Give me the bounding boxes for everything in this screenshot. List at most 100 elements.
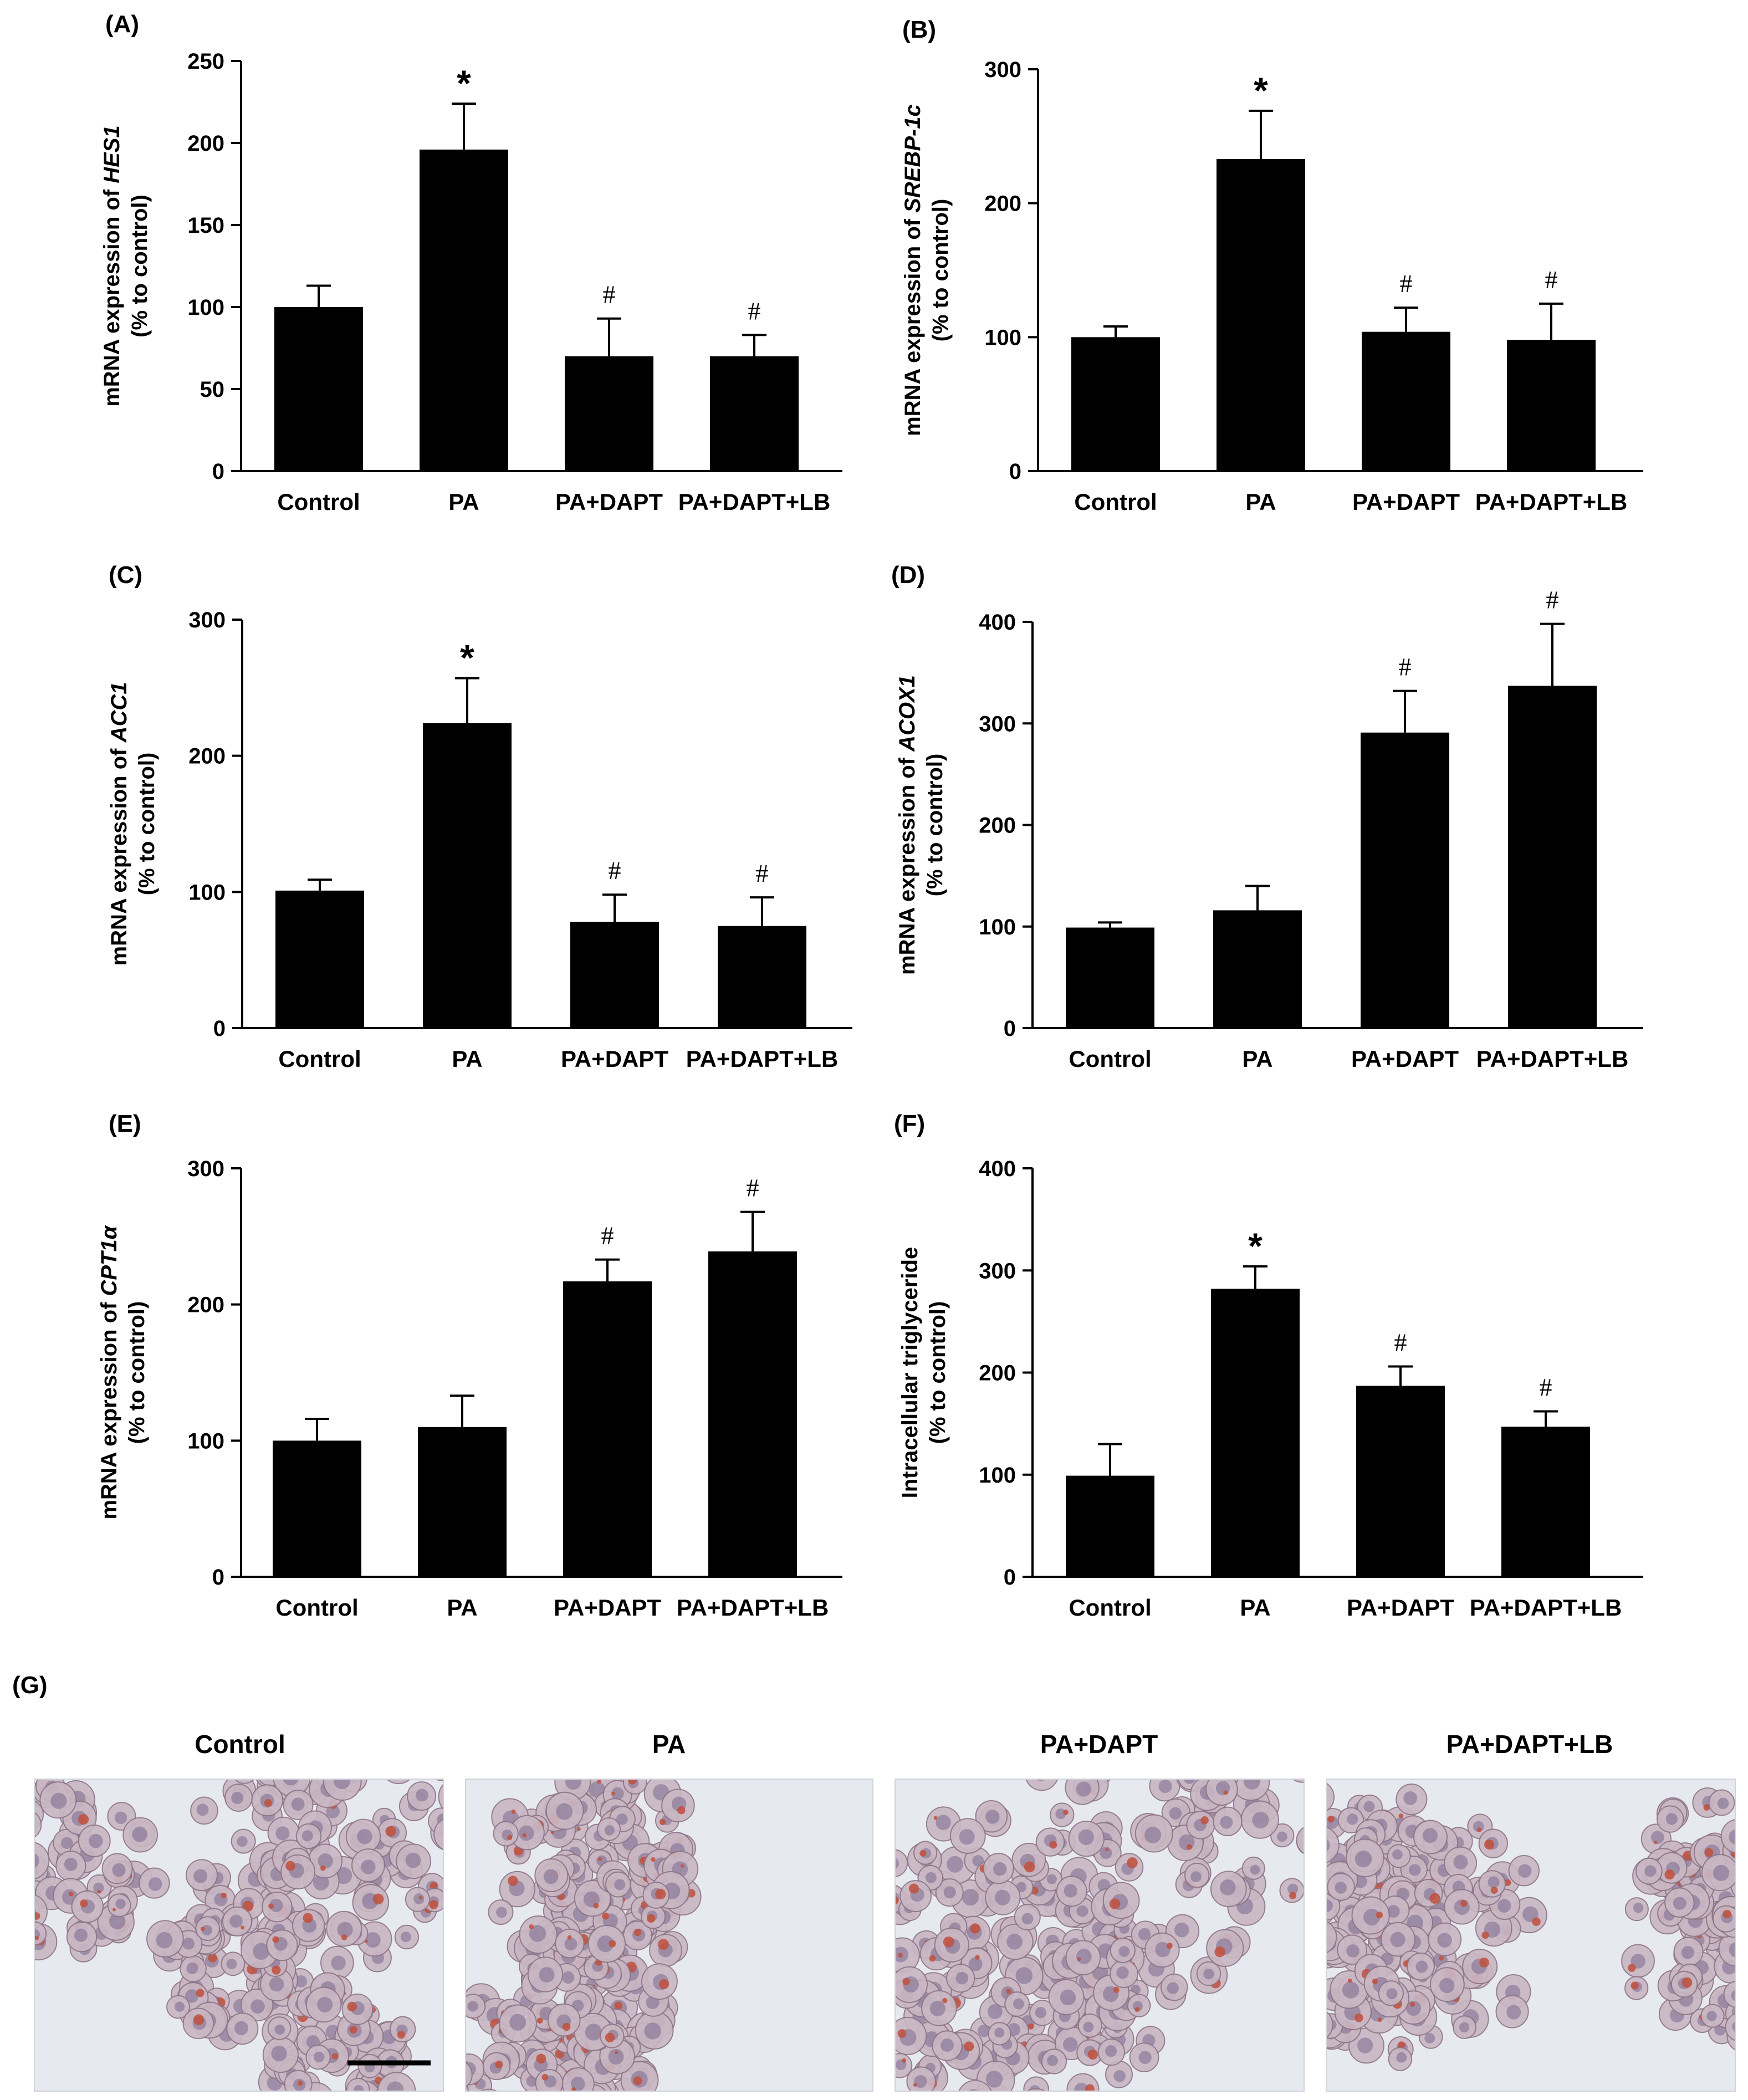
cell-nucleus bbox=[313, 1874, 329, 1890]
significance-hash: # bbox=[747, 1174, 759, 1202]
lipid-droplet bbox=[1105, 1848, 1109, 1852]
lipid-droplet bbox=[1077, 1957, 1081, 1961]
cell-nucleus bbox=[1304, 1856, 1320, 1873]
lipid-droplet bbox=[272, 1769, 278, 1775]
micrograph-title: PA+DAPT bbox=[1040, 1730, 1158, 1759]
y-tick-label: 0 bbox=[1004, 1565, 1016, 1590]
cell-nucleus bbox=[1396, 2052, 1407, 2063]
cell bbox=[34, 1842, 50, 1880]
lipid-droplet bbox=[112, 1908, 116, 1912]
lipid-droplet bbox=[1631, 1981, 1639, 1990]
cell bbox=[1739, 1853, 1748, 1888]
lipid-droplet bbox=[628, 1779, 637, 1785]
cell-nucleus bbox=[1302, 1733, 1315, 1746]
lipid-droplet bbox=[536, 2053, 546, 2064]
cell-nucleus bbox=[114, 1811, 127, 1825]
cell-nucleus bbox=[1390, 1932, 1405, 1948]
cell-nucleus bbox=[1439, 1978, 1455, 1994]
cell-nucleus bbox=[1287, 1883, 1299, 1895]
cell-nucleus bbox=[1167, 1982, 1179, 1994]
cell-nucleus bbox=[1681, 1946, 1695, 1959]
lipid-droplet bbox=[571, 2087, 576, 2091]
cell bbox=[1304, 1693, 1335, 1725]
cell-nucleus bbox=[1497, 1899, 1511, 1913]
lipid-droplet bbox=[1372, 1978, 1378, 1985]
y-tick-label: 100 bbox=[187, 295, 224, 320]
cell bbox=[0, 1861, 6, 1894]
cell-nucleus bbox=[968, 2088, 979, 2091]
cell-nucleus bbox=[1422, 1828, 1438, 1843]
lipid-droplet bbox=[193, 2014, 205, 2025]
cell-nucleus bbox=[359, 2095, 371, 2100]
category-label: PA bbox=[452, 1046, 482, 1072]
y-tick-label: 50 bbox=[200, 377, 225, 402]
lipid-droplet bbox=[349, 2026, 357, 2034]
cell bbox=[434, 1779, 443, 1781]
lipid-droplet bbox=[1127, 1857, 1138, 1868]
category-label: PA bbox=[1240, 1595, 1270, 1621]
cell-nucleus bbox=[1174, 1922, 1189, 1938]
cell-nucleus bbox=[89, 1833, 103, 1848]
lipid-droplet bbox=[943, 1936, 954, 1948]
cell-nucleus bbox=[239, 1764, 252, 1776]
cell bbox=[1326, 1826, 1340, 1863]
cell bbox=[387, 1691, 425, 1729]
cell-nucleus bbox=[1363, 1801, 1375, 1812]
lipid-droplet bbox=[1166, 1943, 1173, 1949]
lipid-droplet bbox=[1664, 1869, 1675, 1880]
bar bbox=[1362, 331, 1450, 471]
cell-nucleus bbox=[985, 1810, 1000, 1824]
lipid-droplet bbox=[1681, 1977, 1693, 1988]
cell-nucleus bbox=[0, 1907, 9, 1917]
significance-hash: # bbox=[1546, 586, 1559, 614]
cell bbox=[1286, 1693, 1310, 1716]
lipid-droplet bbox=[908, 1883, 919, 1894]
y-axis-title-line2: (% to control) bbox=[125, 1301, 149, 1444]
y-axis-title-text: mRNA expression of bbox=[901, 213, 925, 436]
lipid-droplet bbox=[389, 1739, 398, 1748]
lipid-droplet bbox=[659, 1979, 669, 1989]
lipid-droplet bbox=[452, 1803, 456, 1807]
cell-nucleus bbox=[955, 1971, 969, 1985]
cell-nucleus bbox=[1326, 1838, 1330, 1852]
lipid-droplet bbox=[1704, 1848, 1714, 1857]
cell-nucleus bbox=[445, 2066, 461, 2081]
cell-nucleus bbox=[1312, 1658, 1328, 1674]
bar bbox=[570, 922, 659, 1028]
cell-nucleus bbox=[968, 1957, 983, 1971]
cell-nucleus bbox=[876, 1934, 888, 1946]
chart-panel-d: (D) 0 100 200 300 400 mRNA expression of ACOX1… bbox=[891, 561, 1643, 1072]
cell-nucleus bbox=[597, 1935, 614, 1952]
category-label: PA bbox=[1245, 489, 1276, 515]
cell-nucleus bbox=[330, 1779, 335, 1780]
cell-nucleus bbox=[1383, 1702, 1399, 1718]
lipid-droplet bbox=[1001, 2095, 1005, 2099]
significance-hash: # bbox=[1394, 1328, 1407, 1356]
cell-cluster bbox=[0, 1691, 456, 2100]
cell bbox=[34, 1812, 42, 1838]
lipid-droplet bbox=[1654, 1841, 1658, 1844]
cell bbox=[0, 1874, 25, 1901]
y-tick-label: 0 bbox=[1004, 1016, 1016, 1041]
lipid-droplet bbox=[69, 1892, 74, 1897]
lipid-droplet bbox=[1703, 1804, 1710, 1811]
lipid-droplet bbox=[1230, 1769, 1235, 1774]
cell-nucleus bbox=[34, 1908, 37, 1918]
lipid-droplet bbox=[677, 1806, 686, 1815]
cell bbox=[1725, 2013, 1735, 2041]
cell-nucleus bbox=[978, 2025, 990, 2037]
cell-nucleus bbox=[1295, 1746, 1311, 1761]
lipid-droplet bbox=[658, 1939, 669, 1950]
cell-nucleus bbox=[1734, 2007, 1735, 2015]
lipid-droplet bbox=[347, 2001, 357, 2012]
category-label: PA+DAPT bbox=[1347, 1595, 1454, 1621]
significance-hash: # bbox=[1400, 269, 1413, 298]
cell-nucleus bbox=[1013, 1739, 1029, 1754]
cell-nucleus bbox=[3, 1863, 18, 1879]
cell bbox=[1720, 1819, 1735, 1853]
cell-nucleus bbox=[1158, 1693, 1169, 1704]
lipid-droplet bbox=[536, 2017, 543, 2024]
bar bbox=[1213, 910, 1302, 1028]
lipid-droplet bbox=[437, 1768, 447, 1777]
lipid-droplet bbox=[1398, 2041, 1405, 2049]
